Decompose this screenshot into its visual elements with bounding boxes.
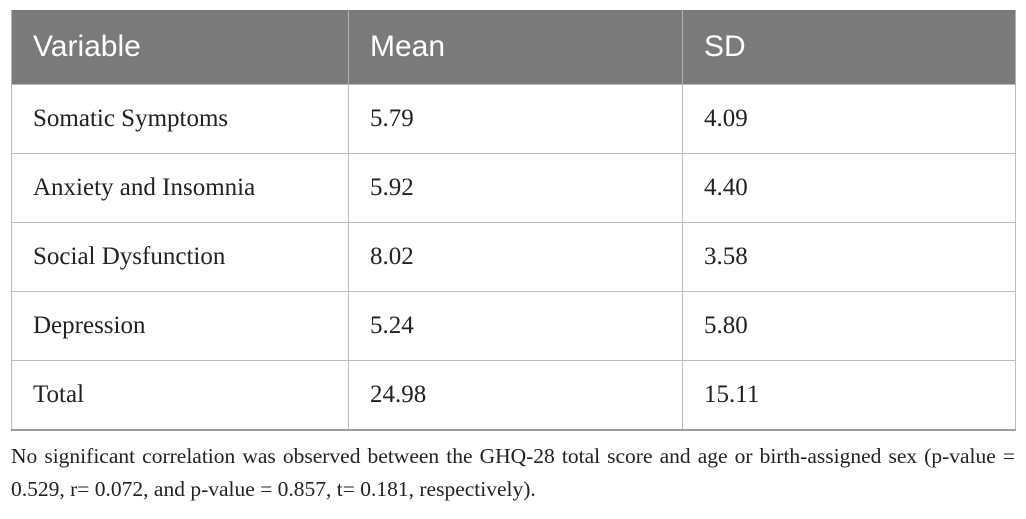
table-row: Anxiety and Insomnia 5.92 4.40	[11, 152, 1016, 223]
cell-mean: 5.92	[348, 152, 683, 223]
cell-mean: 24.98	[348, 359, 683, 431]
column-header-variable: Variable	[11, 10, 349, 84]
cell-sd: 4.40	[682, 152, 1016, 223]
table-footnote: No significant correlation was observed …	[11, 444, 1015, 501]
cell-mean: 5.24	[348, 290, 683, 361]
cell-variable: Anxiety and Insomnia	[11, 152, 349, 223]
cell-sd: 15.11	[682, 359, 1016, 431]
table-row-total: Total 24.98 15.11	[11, 359, 1016, 431]
cell-sd: 4.09	[682, 83, 1016, 154]
cell-sd: 5.80	[682, 290, 1016, 361]
table-body: Somatic Symptoms 5.79 4.09 Anxiety and I…	[11, 83, 1016, 431]
cell-mean: 5.79	[348, 83, 683, 154]
table-row: Somatic Symptoms 5.79 4.09	[11, 83, 1016, 154]
header-row: Variable Mean SD	[11, 10, 1016, 84]
cell-variable: Depression	[11, 290, 349, 361]
table-header: Variable Mean SD	[11, 10, 1016, 84]
cell-variable: Total	[11, 359, 349, 431]
ghq-28-scores-table: Variable Mean SD Somatic Symptoms 5.79 4…	[11, 10, 1016, 431]
cell-variable: Somatic Symptoms	[11, 83, 349, 154]
cell-variable: Social Dysfunction	[11, 221, 349, 292]
cell-mean: 8.02	[348, 221, 683, 292]
table-row: Social Dysfunction 8.02 3.58	[11, 221, 1016, 292]
table-row: Depression 5.24 5.80	[11, 290, 1016, 361]
cell-sd: 3.58	[682, 221, 1016, 292]
ghq-28-table-container: Variable Mean SD Somatic Symptoms 5.79 4…	[11, 10, 1016, 431]
column-header-sd: SD	[682, 10, 1016, 84]
column-header-mean: Mean	[348, 10, 683, 84]
